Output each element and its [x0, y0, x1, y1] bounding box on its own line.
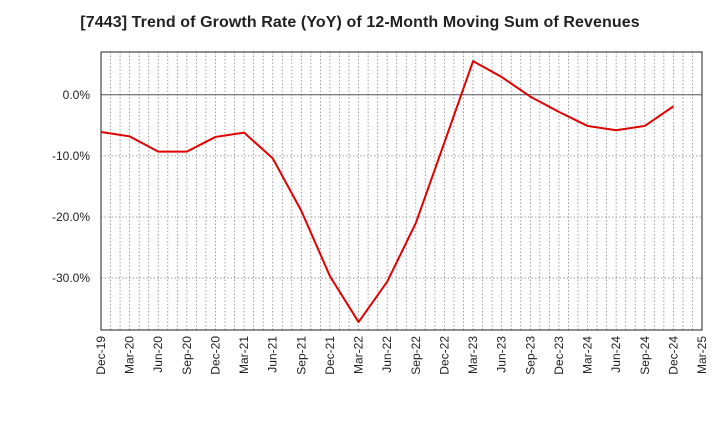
plot-area-border: [100, 51, 703, 331]
x-tick-label: Jun-20: [151, 336, 165, 373]
series-line: [100, 60, 674, 324]
x-tick-label: Sep-22: [409, 336, 423, 375]
x-tick-label: Sep-21: [294, 336, 308, 375]
x-tick-label: Dec-22: [437, 336, 451, 375]
x-tick-label: Dec-23: [552, 336, 566, 375]
x-tick-label: Jun-21: [266, 336, 280, 373]
x-tick-label: Dec-21: [323, 336, 337, 375]
x-tick-label: Sep-20: [180, 336, 194, 375]
y-axis-tick-labels: 0.0% -10.0% -20.0% -30.0%: [52, 88, 90, 285]
chart-title: [7443] Trend of Growth Rate (YoY) of 12-…: [80, 14, 640, 31]
x-tick-label: Dec-20: [208, 336, 222, 375]
x-tick-label: Jun-23: [495, 336, 509, 373]
x-tick-label: Mar-22: [352, 336, 366, 374]
vertical-gridlines: [110, 52, 693, 330]
y-tick-label: -20.0%: [52, 210, 90, 224]
x-tick-label: Mar-25: [695, 336, 709, 374]
series-layer: [100, 60, 674, 324]
horizontal-gridlines: [101, 155, 702, 279]
y-tick-label: -30.0%: [52, 271, 90, 285]
x-tick-label: Mar-21: [237, 336, 251, 374]
x-tick-label: Jun-22: [380, 336, 394, 373]
x-axis-tick-labels: Dec-19 Mar-20 Jun-20 Sep-20 Dec-20 Mar-21 Jun-…: [94, 336, 709, 375]
y-tick-label: 0.0%: [63, 88, 91, 102]
x-tick-label: Mar-20: [123, 336, 137, 374]
x-tick-label: Mar-23: [466, 336, 480, 374]
x-tick-label: Jun-24: [609, 336, 623, 373]
x-tick-label: Sep-24: [638, 336, 652, 375]
y-tick-label: -10.0%: [52, 149, 90, 163]
x-tick-label: Dec-19: [94, 336, 108, 375]
x-tick-label: Dec-24: [666, 336, 680, 375]
x-tick-label: Sep-23: [523, 336, 537, 375]
x-tick-label: Mar-24: [581, 336, 595, 374]
